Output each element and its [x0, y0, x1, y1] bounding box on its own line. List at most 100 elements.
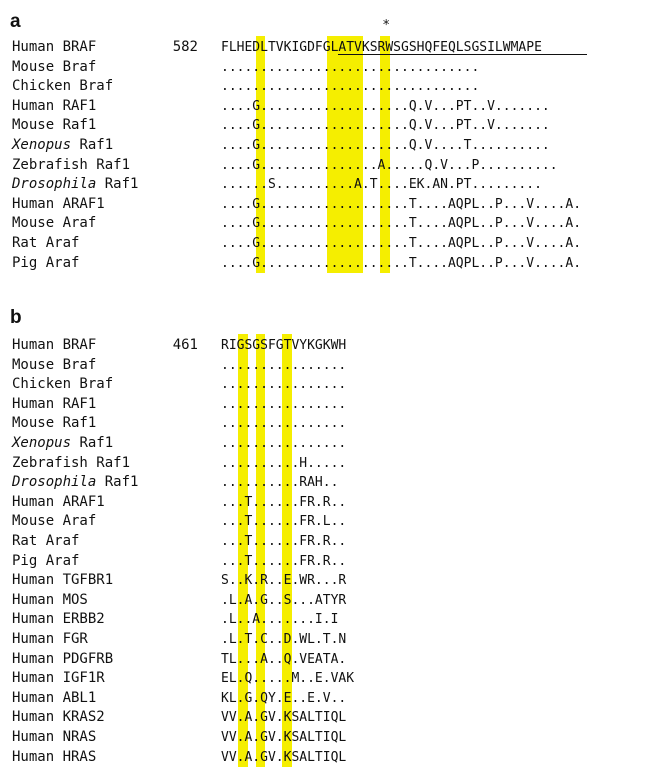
- species-label: Zebrafish Raf1: [12, 156, 131, 173]
- species-label: Human RAF1: [12, 97, 97, 114]
- sequence-text: ....G...................T....AQPL..P...V…: [221, 216, 582, 232]
- sequence-text: VV.A.GV.KSALTIQL: [221, 710, 347, 726]
- sequence-text: EL.Q.....M..E.VAK: [221, 671, 355, 687]
- mutation-site-asterisk: *: [382, 18, 391, 33]
- sequence-text: ................: [221, 377, 347, 393]
- species-label: Mouse Araf: [12, 215, 97, 232]
- species-label: Human NRAS: [12, 729, 97, 745]
- species-label: Human ARAF1: [12, 195, 105, 212]
- sequence-text: ....G...................T....AQPL..P...V…: [221, 196, 582, 212]
- conserved-residue-highlight: [282, 334, 293, 767]
- species-name: Human MOS: [12, 591, 88, 610]
- species-label: Mouse Braf: [12, 356, 97, 373]
- species-name: Mouse Raf1: [12, 116, 96, 135]
- species-name: Human RAF1: [12, 97, 96, 116]
- species-label: Human HRAS: [12, 748, 97, 765]
- species-name: Mouse Araf: [12, 512, 96, 531]
- species-label: Human ERBB2: [12, 611, 105, 628]
- species-name: Human NRAS: [12, 728, 96, 747]
- species-name: Chicken Braf: [12, 77, 113, 96]
- sequence-text: .................................: [221, 79, 480, 95]
- sequence-text: RIGSGSFGTVYKGKWH: [221, 338, 347, 353]
- species-name: Human HRAS: [12, 748, 96, 767]
- sequence-text: VV.A.GV.KSALTIQL: [221, 730, 347, 745]
- sequence-text: TL...A..Q.VEATA.: [221, 651, 347, 667]
- panel-label: b: [10, 307, 22, 328]
- species-name: Human ERBB2: [12, 610, 105, 629]
- species-name: Drosophila Raf1: [12, 473, 138, 492]
- species-name: Mouse Araf: [12, 214, 96, 233]
- species-name: Human TGFBR1: [12, 571, 113, 590]
- species-label: Human ARAF1: [12, 493, 105, 510]
- species-label: Raf1: [79, 435, 114, 451]
- panel-label: a: [10, 11, 21, 32]
- species-label: Human PDGFRB: [12, 650, 114, 667]
- sequence-text: ....G...................Q.V....T........…: [221, 138, 550, 153]
- species-label: Mouse Braf: [12, 58, 97, 75]
- species-name: Pig Araf: [12, 254, 79, 273]
- species-name: Mouse Raf1: [12, 414, 96, 433]
- species-label: Raf1: [104, 176, 139, 193]
- species-label: Mouse Raf1: [12, 117, 97, 134]
- species-name: Human BRAF: [12, 336, 96, 355]
- species-label: Mouse Araf: [12, 513, 97, 530]
- sequence-text: ..........H.....: [221, 455, 347, 471]
- species-name: Zebrafish Raf1: [12, 454, 130, 473]
- species-label: Human BRAF: [12, 39, 97, 55]
- species-label: Human KRAS2: [12, 709, 105, 726]
- species-name: Human ABL1: [12, 689, 96, 708]
- species-label: Human ABL1: [12, 689, 97, 706]
- sequence-text: ....G...................Q.V...PT..V.....…: [221, 98, 550, 114]
- conserved-residue-highlight: [380, 36, 391, 274]
- sequence-text: S..K.R..E.WR...R: [221, 573, 347, 589]
- species-name: Chicken Braf: [12, 375, 113, 394]
- species-label: Raf1: [104, 474, 139, 491]
- conserved-residue-highlight: [326, 36, 364, 274]
- species-name: Rat Araf: [12, 234, 79, 253]
- conserved-residue-highlight: [255, 36, 266, 274]
- species-label: Human IGF1R: [12, 670, 105, 687]
- residue-position: 582: [172, 39, 198, 55]
- species-genus-italic: Drosophila: [12, 474, 97, 491]
- sequence-text: .L.A.G..S...ATYR: [221, 592, 347, 608]
- species-genus-italic: Xenopus: [12, 435, 72, 451]
- sequence-text: ................: [221, 357, 347, 373]
- species-name: Human FGR: [12, 630, 88, 649]
- species-name: Mouse Braf: [12, 58, 96, 77]
- sequence-text: VV.A.GV.KSALTIQL: [221, 749, 347, 765]
- sequence-text: ................: [221, 396, 347, 412]
- species-name: Human PDGFRB: [12, 650, 113, 669]
- species-label: Human MOS: [12, 591, 88, 608]
- sequence-text: ................: [221, 416, 347, 432]
- species-name: Pig Araf: [12, 552, 79, 571]
- species-label: Zebrafish Raf1: [12, 454, 131, 471]
- species-label: Mouse Raf1: [12, 415, 97, 432]
- residue-position: 461: [172, 337, 198, 353]
- species-label: Human FGR: [12, 631, 88, 647]
- species-label: Rat Araf: [12, 235, 80, 251]
- species-label: Human TGFBR1: [12, 572, 114, 589]
- species-label: Pig Araf: [12, 254, 80, 271]
- species-name: Human KRAS2: [12, 708, 105, 727]
- sequence-text: ...T......FR.L..: [221, 514, 347, 530]
- species-name: Rat Araf: [12, 532, 79, 551]
- species-label: Pig Araf: [12, 552, 80, 569]
- sequence-text: FLHEDLTVKIGDFGLATVKSRWSGSHQFEQLSGSILWMAP…: [221, 40, 542, 55]
- species-label: Chicken Braf: [12, 376, 114, 393]
- species-genus-italic: Xenopus: [12, 137, 72, 153]
- sequence-text: KL.G.QY.E..E.V..: [221, 690, 347, 706]
- conserved-residue-highlight: [255, 334, 266, 767]
- sequence-text: ...T......FR.R..: [221, 553, 347, 569]
- species-label: Human BRAF: [12, 337, 97, 353]
- species-label: Rat Araf: [12, 533, 80, 549]
- species-name: Human BRAF: [12, 38, 96, 57]
- sequence-text: ..........RAH..: [221, 475, 339, 491]
- sequence-text: ...T......FR.R..: [221, 534, 347, 549]
- sequence-text: ......S..........A.T....EK.AN.PT........…: [221, 177, 542, 193]
- sequence-text: ....G...................Q.V...PT..V.....…: [221, 118, 550, 134]
- species-name: Zebrafish Raf1: [12, 156, 130, 175]
- species-label: Chicken Braf: [12, 78, 114, 95]
- species-name: Drosophila Raf1: [12, 175, 138, 194]
- species-genus-italic: Drosophila: [12, 176, 97, 193]
- conserved-residue-highlight: [237, 334, 248, 767]
